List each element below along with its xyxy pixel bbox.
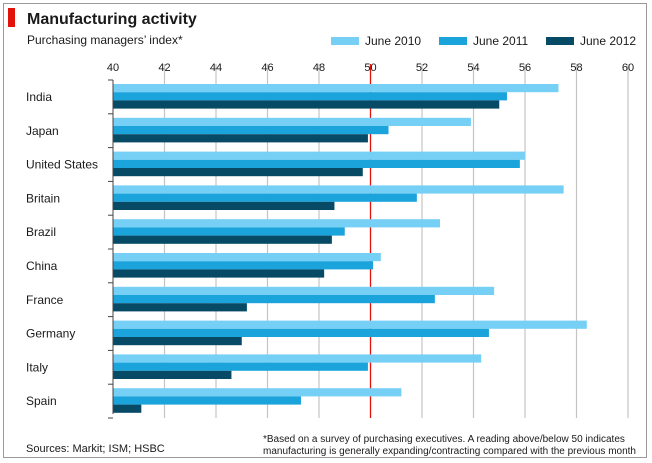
legend-label-june-2012: June 2012: [580, 34, 637, 48]
source-note: Sources: Markit; ISM; HSBC: [26, 443, 165, 455]
legend-swatch-june-2012: [546, 37, 574, 45]
x-tick-label-40: 40: [107, 62, 119, 74]
bar-britain-june-2011: [113, 193, 417, 202]
category-label-germany: Germany: [26, 327, 75, 341]
brand-red-tab: [8, 8, 15, 27]
bar-india-june-2012: [113, 100, 500, 109]
category-label-japan: Japan: [26, 124, 59, 138]
category-label-italy: Italy: [26, 360, 48, 374]
bar-brazil-june-2011: [113, 227, 345, 236]
category-label-britain: Britain: [26, 191, 60, 205]
bar-italy-june-2010: [113, 354, 482, 363]
legend-swatch-june-2011: [439, 37, 467, 45]
x-tick-label-56: 56: [519, 62, 531, 74]
category-label-united-states: United States: [26, 158, 98, 172]
bar-france-june-2010: [113, 286, 495, 295]
bar-spain-june-2011: [113, 396, 301, 405]
x-tick-label-44: 44: [210, 62, 222, 74]
legend-label-june-2010: June 2010: [365, 34, 422, 48]
x-tick-label-58: 58: [570, 62, 582, 74]
bar-france-june-2011: [113, 295, 435, 304]
x-tick-label-60: 60: [622, 62, 634, 74]
bar-japan-june-2010: [113, 117, 471, 126]
category-label-brazil: Brazil: [26, 225, 56, 239]
legend-label-june-2011: June 2011: [473, 34, 529, 48]
bar-britain-june-2012: [113, 201, 335, 210]
legend-june-2010: June 2010: [331, 34, 422, 48]
bar-spain-june-2010: [113, 388, 402, 397]
bar-brazil-june-2010: [113, 219, 441, 228]
bar-brazil-june-2012: [113, 235, 332, 244]
x-tick-label-48: 48: [313, 62, 325, 74]
x-tick-label-46: 46: [261, 62, 273, 74]
bar-china-june-2011: [113, 261, 374, 270]
bar-spain-june-2012: [113, 404, 142, 413]
legend-june-2011: June 2011: [439, 34, 529, 48]
x-tick-label-42: 42: [158, 62, 170, 74]
bar-germany-june-2012: [113, 337, 242, 346]
x-tick-label-52: 52: [416, 62, 428, 74]
bar-china-june-2012: [113, 269, 325, 278]
bar-germany-june-2010: [113, 320, 587, 329]
bar-japan-june-2012: [113, 134, 368, 143]
bar-united-states-june-2012: [113, 168, 363, 177]
category-label-india: India: [26, 90, 52, 104]
bar-italy-june-2011: [113, 362, 368, 371]
bar-china-june-2010: [113, 253, 381, 262]
bar-germany-june-2011: [113, 328, 489, 337]
bar-france-june-2012: [113, 303, 247, 312]
bar-italy-june-2012: [113, 370, 232, 379]
category-label-china: China: [26, 259, 58, 273]
legend-june-2012: June 2012: [546, 34, 637, 48]
chart-subtitle: Purchasing managers’ index*: [27, 33, 183, 47]
x-tick-label-54: 54: [467, 62, 479, 74]
category-label-france: France: [26, 293, 64, 307]
footnote: *Based on a survey of purchasing executi…: [263, 434, 636, 457]
category-label-spain: Spain: [26, 394, 57, 408]
bar-united-states-june-2010: [113, 151, 525, 160]
bar-united-states-june-2011: [113, 159, 520, 168]
bar-india-june-2010: [113, 84, 559, 93]
x-tick-label-50: 50: [364, 62, 376, 74]
bar-india-june-2011: [113, 92, 507, 101]
bar-japan-june-2011: [113, 126, 389, 135]
legend-swatch-june-2010: [331, 37, 359, 45]
chart-title: Manufacturing activity: [27, 11, 197, 28]
bar-britain-june-2010: [113, 185, 564, 194]
chart-frame: Manufacturing activity Purchasing manage…: [3, 3, 647, 458]
